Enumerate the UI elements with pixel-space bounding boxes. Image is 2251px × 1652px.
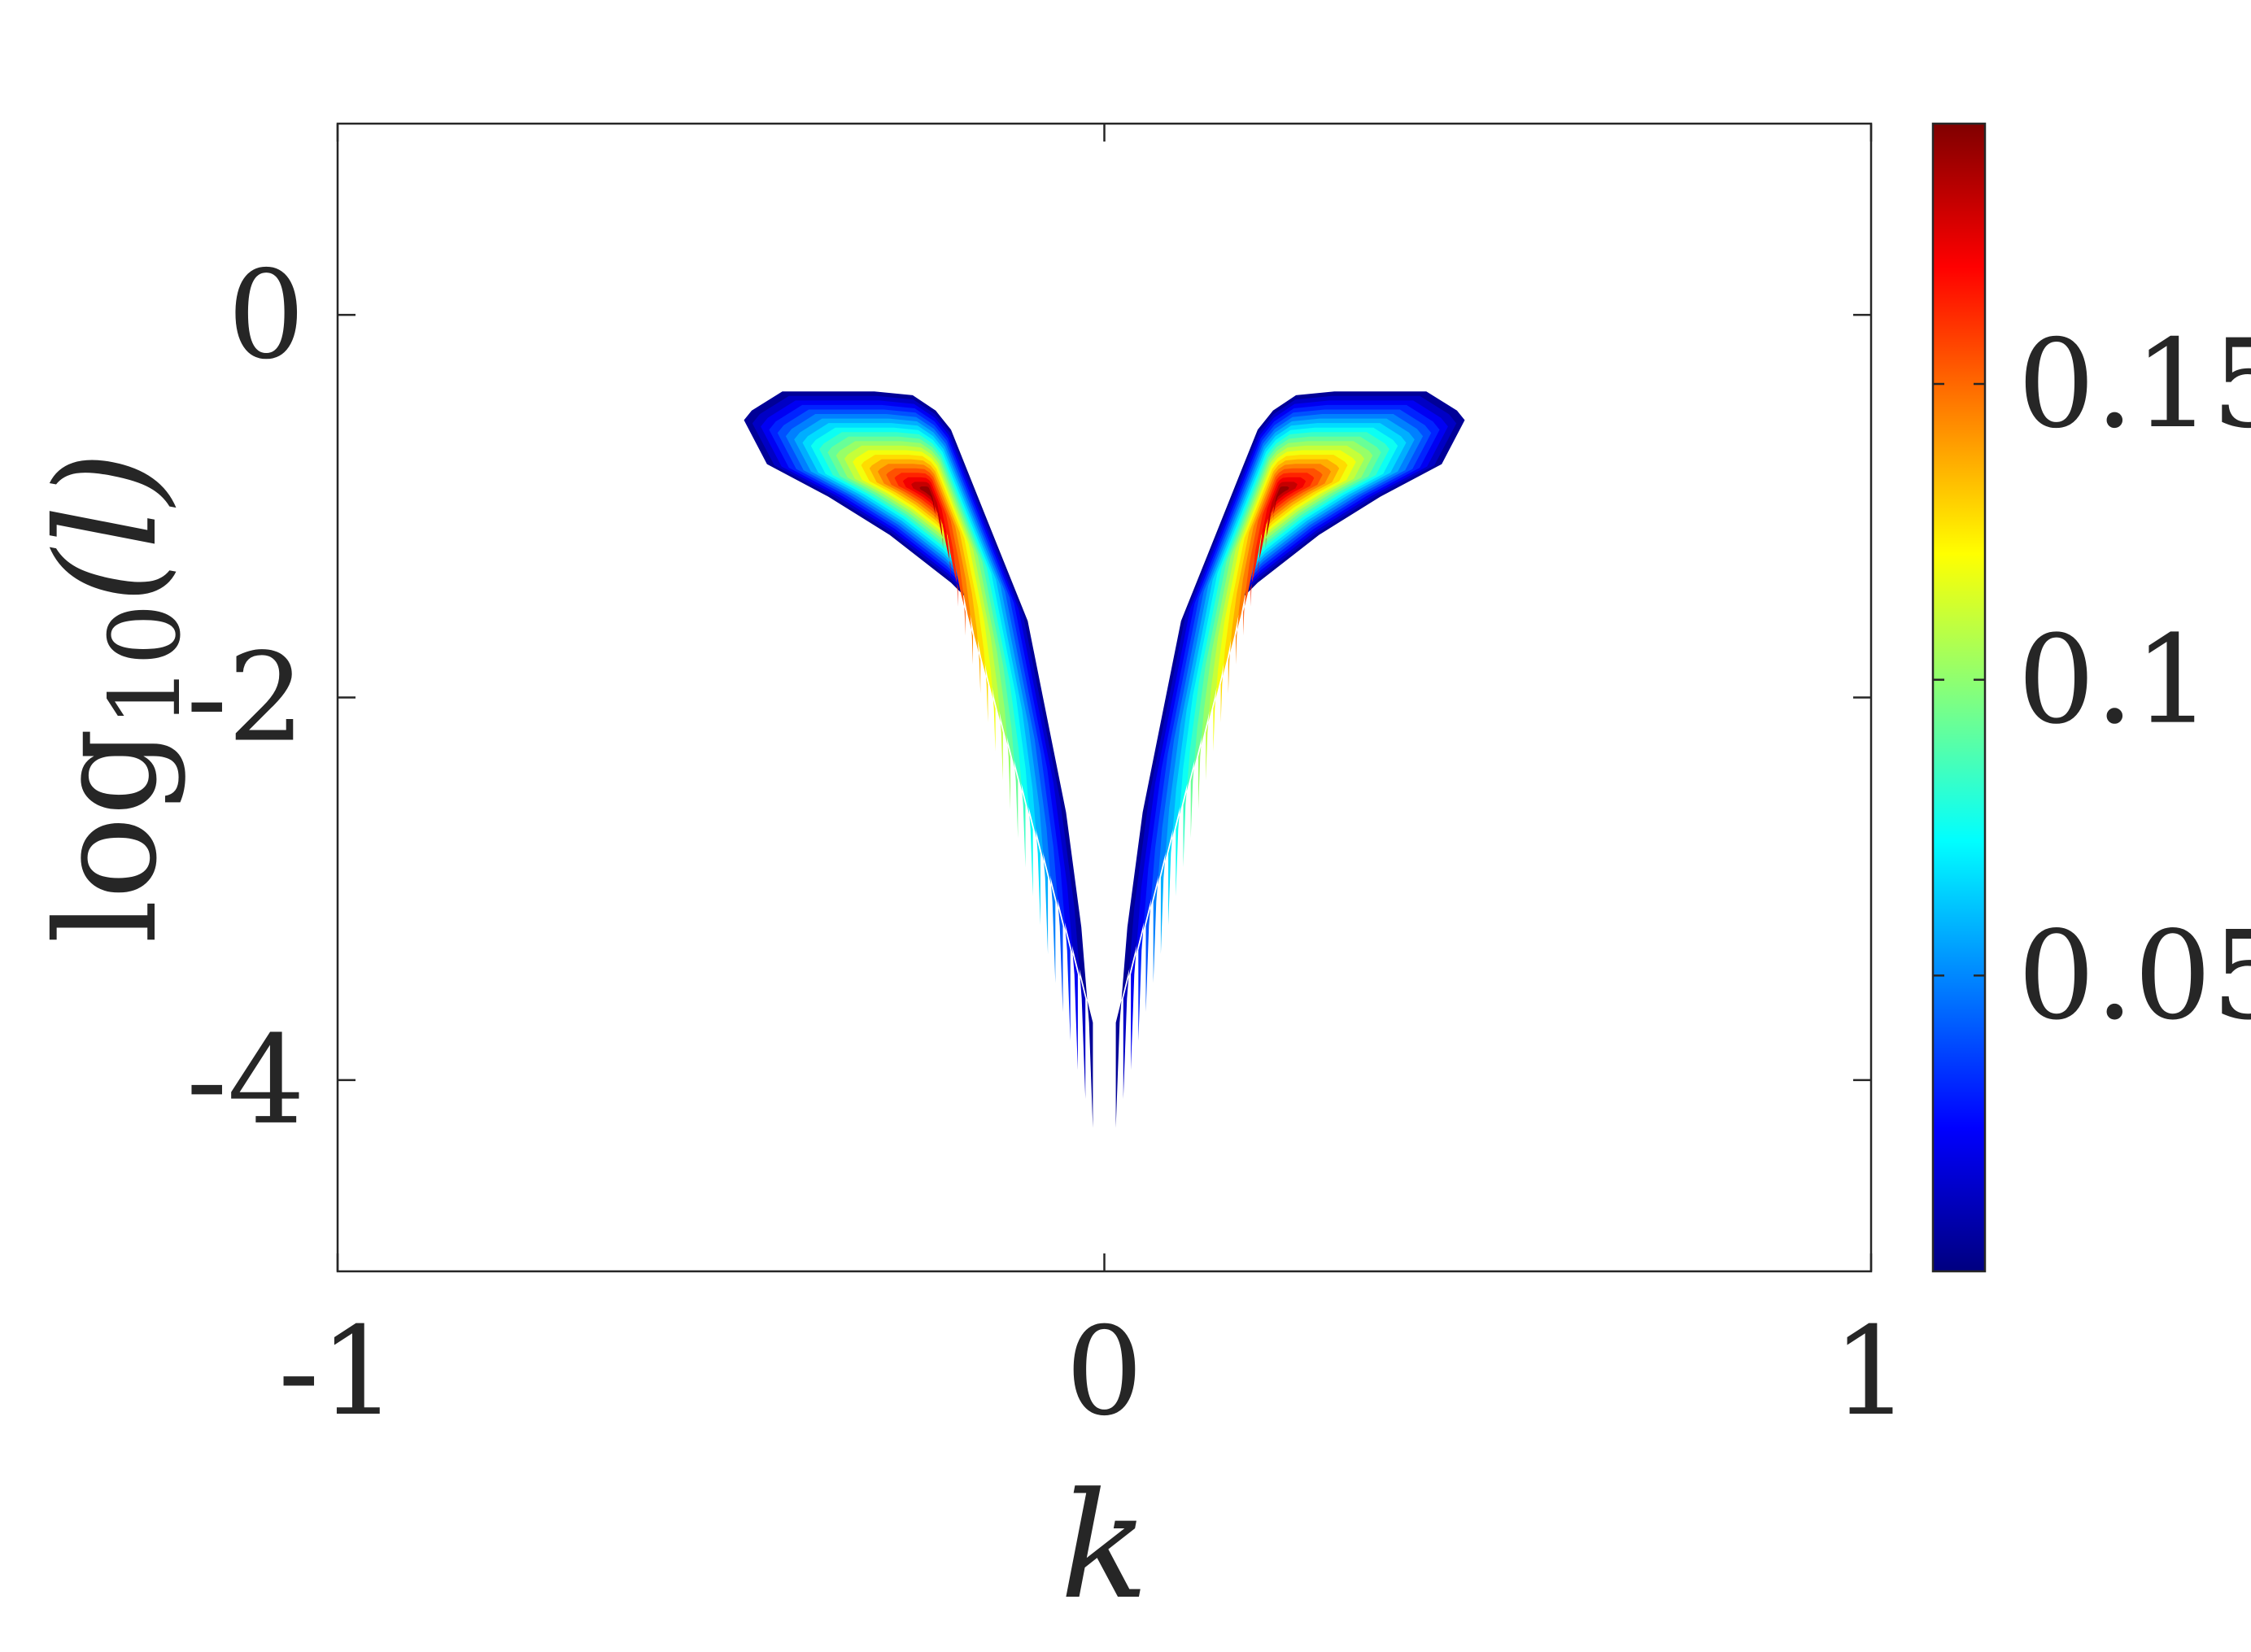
colorbar-ticks	[1933, 382, 1985, 977]
colorbar-gradient	[1931, 122, 1987, 1273]
heat-level	[894, 473, 958, 607]
heat-level	[919, 486, 936, 521]
heat-level	[1220, 455, 1348, 723]
y-axis-title-argument: (l)	[27, 451, 188, 604]
heat-level	[1198, 441, 1373, 810]
heat-level	[902, 477, 951, 578]
axis-ticks	[336, 124, 1873, 1271]
colorbar-tick-label: 0.05	[2018, 905, 2251, 1047]
heat-level	[1258, 477, 1307, 578]
heat-level	[1228, 459, 1340, 694]
y-axis-title-base: log	[27, 728, 188, 944]
x-axis-title: k	[1060, 1462, 1149, 1632]
instability-region-0	[744, 391, 1093, 1128]
heat-level	[869, 459, 981, 694]
colorbar-tick-label: 0.1	[2018, 610, 2212, 752]
y-axis-title-subscript: 10	[89, 604, 203, 728]
x-tick-label: -1	[278, 1301, 397, 1443]
heat-level	[853, 450, 996, 752]
heat-level	[911, 482, 944, 549]
heat-level	[844, 445, 1003, 781]
heat-level	[878, 464, 973, 665]
heatmap-layer	[744, 391, 1465, 1128]
heat-level	[1206, 445, 1365, 781]
heat-level	[835, 441, 1010, 810]
heat-level	[1243, 468, 1323, 636]
colorbar-tick-label: 0.15	[2018, 314, 2251, 455]
x-tick-labels: -1 0 1	[278, 1301, 1910, 1443]
x-tick-label: 1	[1832, 1301, 1909, 1443]
heat-level	[886, 468, 966, 636]
x-tick-label: 0	[1066, 1301, 1143, 1443]
instability-region-1	[1115, 391, 1465, 1128]
heat-level	[1213, 450, 1356, 752]
y-axis-title: log10(l)	[27, 451, 203, 944]
y-tick-labels: 0 -2 -4	[186, 245, 305, 1152]
heat-level	[1190, 436, 1381, 839]
heat-level	[1236, 464, 1331, 665]
heat-level	[827, 436, 1019, 839]
y-tick-label: -2	[186, 628, 305, 769]
heat-level	[1265, 482, 1298, 549]
y-tick-label: 0	[228, 245, 305, 386]
colorbar: 0.05 0.1 0.15	[1931, 122, 2251, 1273]
heat-level	[861, 455, 988, 723]
heat-level	[1250, 473, 1315, 607]
y-tick-label: -4	[186, 1010, 305, 1152]
heat-level	[1273, 486, 1289, 521]
